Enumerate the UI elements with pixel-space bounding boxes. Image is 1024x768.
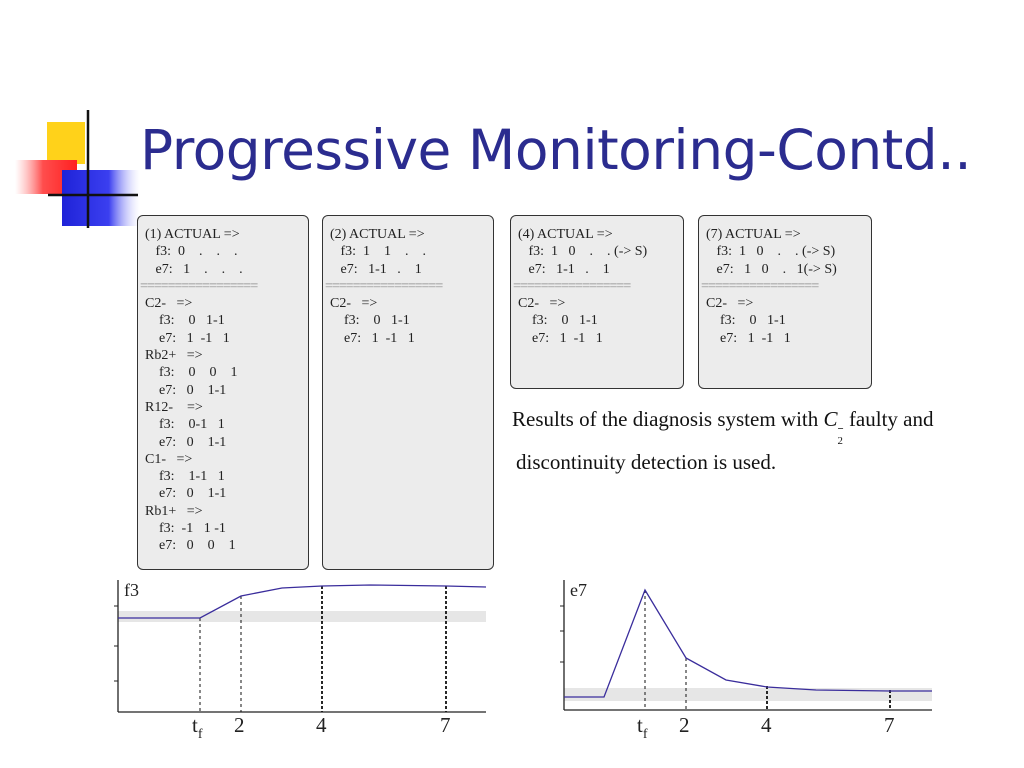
plot-f3-signal: [118, 584, 487, 619]
plot-f3-band: [118, 611, 486, 622]
plot-e7-band: [564, 688, 932, 701]
panel-text-line: f3: 0-1 1: [145, 417, 225, 433]
panel-text-line: f3: 1-1 1: [145, 469, 225, 485]
panel-text-line: (7) ACTUAL =>: [706, 227, 801, 242]
panel-text-line: C1- =>: [145, 451, 193, 467]
panel-text-line: e7: 1-1 . 1: [518, 261, 610, 277]
plot-e7-tick-4: 4: [761, 713, 772, 737]
plot-f3-tick-4: 4: [316, 713, 327, 737]
panel-text-line: Rb1+ =>: [145, 503, 203, 519]
panel-text-line: e7: 1 0 . 1(-> S): [706, 261, 837, 277]
figure-caption: Results of the diagnosis system with C −2…: [512, 404, 1024, 477]
panel-text-line: C2- =>: [330, 296, 378, 312]
panel-text-line: e7: 0 1-1: [145, 486, 227, 502]
slide-title: Progressive Monitoring-Contd..: [140, 118, 972, 182]
plot-f3-tick-7: 7: [440, 713, 451, 737]
panel-text-line: f3: 0 1-1: [330, 313, 410, 329]
caption-term: C −2: [823, 407, 844, 447]
panel-text-line: f3: -1 1 -1: [145, 521, 226, 537]
caption-line-1: Results of the diagnosis system with C −2…: [512, 404, 1024, 447]
plot-e7-label: e7: [570, 580, 587, 600]
panel-text-line: e7: 0 0 1: [145, 538, 236, 554]
panel-text-line: C2- =>: [706, 296, 754, 312]
panel-text-line: (1) ACTUAL =>: [145, 227, 240, 242]
diagnosis-panel-2: (2) ACTUAL => f3: 1 1 . . e7: 1-1 . 1 ===…: [322, 215, 494, 570]
panel-text-line: f3: 0 . . .: [145, 244, 238, 260]
panel-text-line: f3: 0 1-1: [706, 313, 786, 329]
panel-text-line: e7: 1 -1 1: [145, 330, 230, 346]
caption-prefix: Results of the diagnosis system with: [512, 407, 819, 431]
caption-term-sup: −: [837, 423, 844, 435]
slide-logo: [15, 110, 140, 228]
diagnosis-panel-4: (4) ACTUAL => f3: 1 0 . . (-> S) e7: 1-1…: [510, 215, 684, 389]
panel-text-line: e7: 1 -1 1: [330, 330, 415, 346]
panel-text-line: f3: 0 1-1: [145, 313, 225, 329]
caption-term-base: C: [823, 407, 838, 431]
panel-text-line: e7: 0 1-1: [145, 382, 227, 398]
panel-text-line: f3: 1 1 . .: [330, 244, 427, 260]
plot-e7-tick-tf: tf: [637, 713, 648, 742]
panel-text-line: f3: 0 1-1: [518, 313, 598, 329]
panel-text-line: f3: 1 0 . . (-> S): [706, 244, 836, 260]
panel-text-line: e7: 1 -1 1: [518, 330, 603, 346]
diagnosis-panel-1: (1) ACTUAL => f3: 0 . . . e7: 1 . . . ===…: [137, 215, 309, 570]
panel-text-line: Rb2+ =>: [145, 348, 203, 364]
plot-e7: e7 tf 2 4 7: [560, 580, 932, 742]
panel-text-line: e7: 0 1-1: [145, 434, 227, 450]
panel-separator: =================: [140, 278, 258, 294]
panel-text-line: C2- =>: [145, 296, 193, 312]
caption-term-sub: 2: [837, 435, 843, 447]
caption-line-2: discontinuity detection is used.: [516, 450, 777, 474]
plot-f3-tick-tf: tf: [192, 713, 203, 742]
panel-text-line: e7: 1 . . .: [145, 261, 243, 277]
diagnosis-panel-7: (7) ACTUAL => f3: 1 0 . . (-> S) e7: 1 0…: [698, 215, 872, 389]
plot-e7-tick-7: 7: [884, 713, 895, 737]
panel-separator: =================: [513, 278, 631, 294]
panel-text-line: e7: 1-1 . 1: [330, 261, 422, 277]
panel-text-line: f3: 0 0 1: [145, 365, 238, 381]
panel-text-line: R12- =>: [145, 399, 203, 415]
plot-e7-tick-2: 2: [679, 713, 690, 737]
caption-suffix: faulty and: [848, 407, 934, 431]
plot-f3: f3 tf 2 4 7: [114, 580, 487, 742]
panel-text-line: e7: 1 -1 1: [706, 330, 791, 346]
panel-separator: =================: [325, 278, 443, 294]
panel-text-line: f3: 1 0 . . (-> S): [518, 244, 648, 260]
panel-text-line: C2- =>: [518, 296, 566, 312]
plot-f3-label: f3: [124, 580, 139, 600]
plot-e7-signal: [564, 588, 932, 698]
panel-text-line: (2) ACTUAL =>: [330, 227, 425, 242]
panel-separator: =================: [701, 278, 819, 294]
panel-text-line: (4) ACTUAL =>: [518, 227, 613, 242]
plot-f3-tick-2: 2: [234, 713, 245, 737]
